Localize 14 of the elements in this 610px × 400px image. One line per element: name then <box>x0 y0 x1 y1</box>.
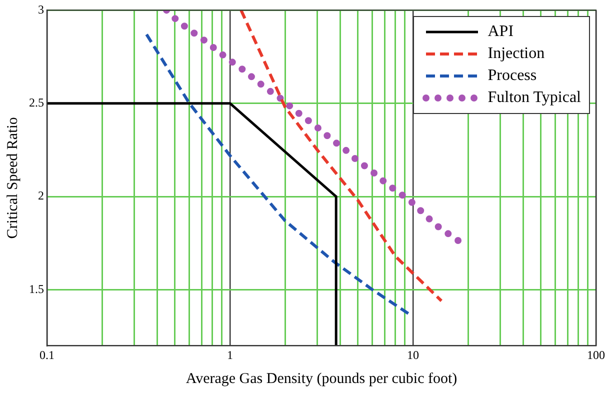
y-axis-title: Critical Speed Ratio <box>4 117 21 239</box>
y-tick-label: 2.5 <box>29 96 44 110</box>
legend-label: Fulton Typical <box>488 88 581 108</box>
x-tick-label: 100 <box>587 348 605 362</box>
y-tick-label: 2 <box>38 188 44 203</box>
x-axis-title: Average Gas Density (pounds per cubic foot) <box>186 370 458 387</box>
y-tick-label: 1.5 <box>29 282 44 296</box>
y-tick-label: 3 <box>38 2 44 16</box>
x-tick-label: 10 <box>407 348 419 362</box>
legend-label: API <box>488 22 514 42</box>
x-tick-label: 0.1 <box>40 348 54 362</box>
legend-label: Injection <box>488 44 545 64</box>
legend-label: Process <box>488 66 537 86</box>
x-tick-label: 1 <box>227 348 233 362</box>
